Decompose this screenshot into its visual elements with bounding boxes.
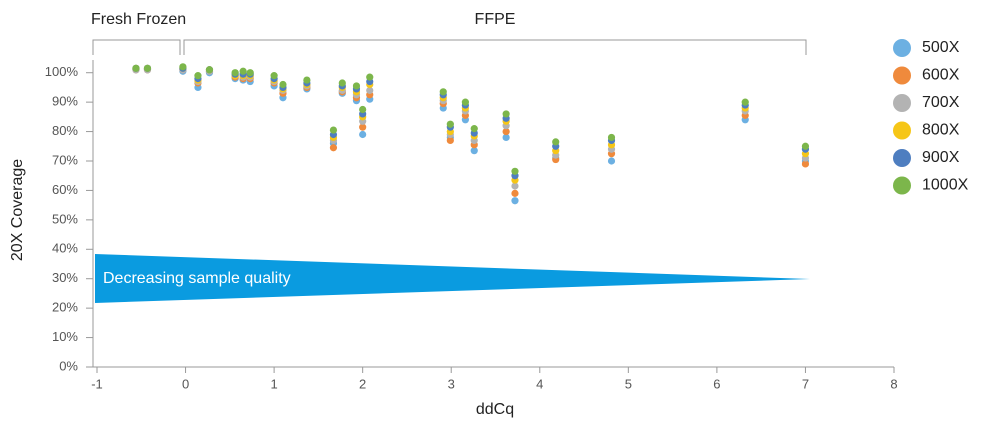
- point: [511, 167, 519, 175]
- x-tick-label: 1: [270, 376, 277, 391]
- point: [511, 182, 519, 190]
- point: [801, 160, 810, 168]
- y-tick-label: 60%: [52, 182, 78, 197]
- legend-label: 1000X: [922, 177, 969, 194]
- point: [352, 82, 361, 90]
- ffpe-bracket: [183, 39, 807, 55]
- annotation: Decreasing sample quality: [103, 270, 291, 287]
- legend-marker: [893, 176, 911, 195]
- point: [461, 98, 469, 106]
- legend-marker: [893, 66, 911, 85]
- quality-wedge: [95, 254, 810, 303]
- point: [801, 142, 810, 150]
- point: [194, 72, 202, 80]
- x-tick-label: 7: [802, 376, 809, 391]
- legend-label: 600X: [922, 67, 960, 84]
- y-tick-label: 10%: [52, 329, 78, 344]
- point: [470, 125, 478, 133]
- point: [239, 67, 247, 75]
- point: [502, 127, 510, 136]
- annotation: Fresh Frozen: [91, 11, 186, 28]
- y-tick-label: 100%: [45, 64, 79, 79]
- x-tick-label: 4: [536, 376, 543, 391]
- point: [246, 69, 254, 77]
- point: [338, 79, 346, 87]
- point: [511, 189, 519, 197]
- legend-marker: [893, 39, 911, 57]
- x-tick-label: 3: [448, 376, 455, 391]
- y-tick-label: 0%: [59, 358, 78, 373]
- y-tick-label: 70%: [52, 152, 78, 167]
- point: [446, 136, 454, 144]
- y-tick-label: 20%: [52, 300, 78, 315]
- point: [446, 120, 454, 128]
- legend-label: 800X: [922, 122, 960, 139]
- point: [552, 138, 560, 146]
- y-tick-label: 30%: [52, 270, 78, 285]
- point: [502, 133, 510, 142]
- legend-marker: [893, 121, 911, 140]
- x-axis-title: ddCq: [476, 401, 514, 418]
- legend-label: 500X: [922, 39, 960, 56]
- point: [366, 86, 374, 94]
- brackets: [92, 39, 807, 55]
- point: [303, 76, 311, 84]
- y-tick-label: 90%: [52, 94, 78, 109]
- point: [231, 69, 239, 77]
- point: [366, 73, 374, 81]
- point: [741, 98, 749, 106]
- point: [329, 144, 338, 152]
- y-tick-label: 80%: [52, 123, 78, 138]
- legend-marker: [893, 94, 911, 112]
- y-tick-label: 40%: [52, 241, 78, 256]
- annotation: FFPE: [475, 11, 516, 28]
- point: [329, 126, 338, 134]
- x-tick-label: 2: [359, 376, 366, 391]
- y-axis-title: 20X Coverage: [9, 159, 26, 261]
- point: [470, 147, 478, 155]
- point: [179, 63, 187, 71]
- x-tick-label: 6: [713, 376, 720, 391]
- point: [359, 130, 367, 139]
- point: [279, 80, 287, 89]
- point: [132, 64, 140, 72]
- point: [511, 197, 519, 205]
- point: [143, 64, 152, 72]
- x-tick-label: -1: [91, 376, 103, 391]
- x-tick-label: 8: [890, 376, 897, 391]
- point: [502, 110, 510, 118]
- x-tick-label: 0: [182, 376, 189, 391]
- legend-label: 700X: [922, 94, 960, 111]
- point: [607, 157, 616, 165]
- legend-label: 900X: [922, 149, 960, 166]
- legend-marker: [893, 149, 911, 167]
- fresh-frozen-bracket: [92, 39, 181, 55]
- point: [359, 105, 367, 114]
- point: [607, 133, 616, 142]
- x-tick-label: 5: [625, 376, 632, 391]
- point: [205, 66, 214, 74]
- point: [439, 88, 447, 96]
- point: [359, 123, 367, 131]
- y-tick-label: 50%: [52, 211, 78, 226]
- point: [270, 72, 278, 80]
